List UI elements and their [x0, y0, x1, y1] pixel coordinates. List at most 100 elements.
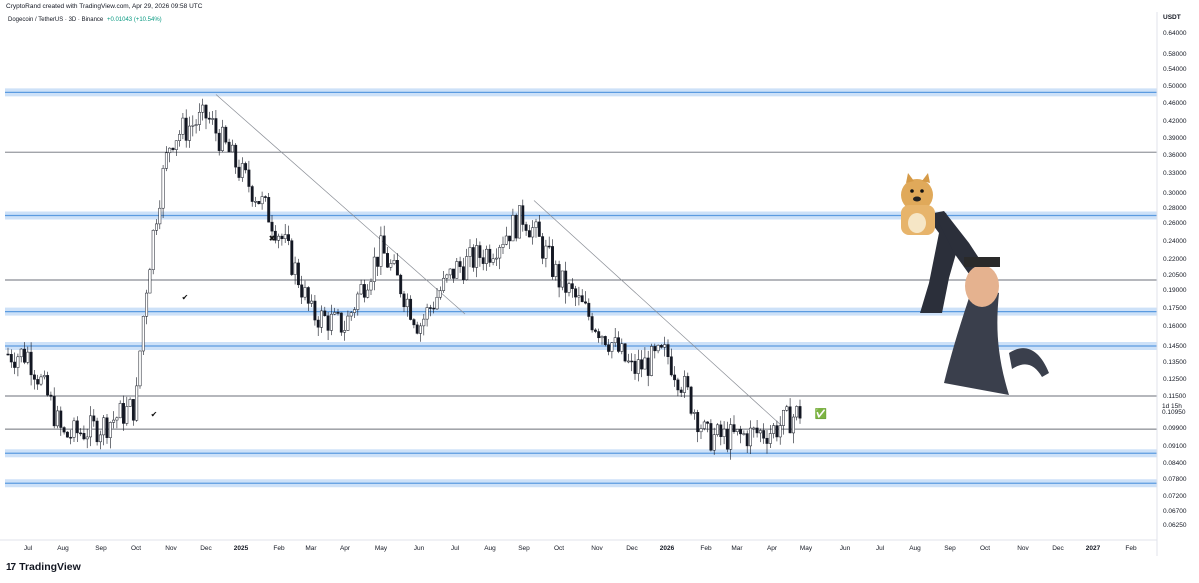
candle-body: [131, 399, 135, 421]
candle-body: [739, 429, 743, 435]
candle-body: [237, 166, 241, 178]
candle-body: [392, 260, 396, 264]
candle-body: [782, 410, 785, 426]
x-tick-label: Oct: [980, 545, 990, 552]
candle-body: [623, 343, 627, 362]
candle-body: [194, 124, 198, 126]
candle-body: [329, 313, 333, 331]
candle-body: [9, 354, 13, 363]
candle-body: [788, 406, 792, 434]
candle-body: [732, 424, 736, 432]
candle-body: [504, 235, 508, 245]
candle-body: [432, 307, 436, 310]
candle-body: [333, 312, 337, 315]
candle-body: [382, 235, 386, 254]
x-tick-label: Dec: [1052, 545, 1064, 552]
candle-body: [42, 375, 46, 378]
x-tick-label: Apr: [767, 545, 778, 552]
candle-body: [620, 343, 624, 352]
candle-body: [435, 296, 439, 310]
candle-body: [716, 424, 719, 435]
candle-body: [494, 257, 498, 260]
candle-body: [201, 104, 205, 113]
candle-body: [376, 256, 380, 267]
candle-body: [765, 437, 769, 444]
candle-body: [155, 223, 158, 231]
candle-body: [95, 420, 99, 443]
symbol-legend[interactable]: Dogecoin / TetherUS · 3D · Binance +0.01…: [8, 17, 162, 23]
y-tick-label: 0.14500: [1163, 343, 1187, 350]
candle-body: [386, 253, 389, 268]
candle-body: [445, 274, 449, 279]
candle-body: [346, 315, 350, 331]
x-tick-label: Nov: [1017, 545, 1029, 552]
candle-body: [303, 287, 307, 298]
x-tick-label: Dec: [200, 545, 212, 552]
candle-body: [112, 419, 116, 423]
candle-body: [102, 417, 106, 436]
candle-body: [405, 298, 409, 308]
candle-body: [514, 215, 518, 239]
y-tick-label: 0.33000: [1163, 170, 1187, 177]
candle-body: [531, 227, 535, 238]
symbol-title: Dogecoin / TetherUS · 3D · Binance: [8, 17, 104, 23]
candle-body: [524, 224, 528, 231]
candle-body: [666, 344, 670, 357]
y-tick-label: 0.46000: [1163, 100, 1187, 107]
candle-body: [174, 140, 178, 150]
candle-body: [501, 244, 505, 248]
candle-body: [587, 302, 591, 317]
candle-body: [49, 394, 53, 397]
tradingview-logo[interactable]: 17 TradingView: [6, 561, 81, 573]
y-tick-label: 0.11500: [1163, 393, 1186, 400]
x-tick-label: Oct: [131, 545, 141, 552]
candle-body: [643, 357, 647, 370]
candle-body: [191, 125, 195, 127]
candle-body: [452, 268, 455, 279]
candle-body: [98, 434, 102, 443]
y-tick-label: 0.07800: [1163, 476, 1187, 483]
trendline: [215, 94, 466, 315]
candle-body: [369, 281, 373, 291]
candle-body: [273, 230, 277, 241]
candle-body: [138, 350, 142, 387]
candle-body: [481, 257, 485, 264]
candle-body: [19, 348, 23, 358]
candle-body: [135, 385, 139, 421]
candle-body: [742, 433, 746, 435]
trendline: [533, 200, 783, 427]
candle-body: [709, 423, 713, 451]
candle-body: [593, 329, 597, 332]
x-tick-label: 2027: [1086, 545, 1101, 552]
x-tick-label: Oct: [554, 545, 564, 552]
candle-body: [263, 196, 267, 198]
candle-body: [455, 261, 459, 279]
x-tick-label: 2025: [234, 545, 249, 552]
candle-body: [798, 406, 802, 419]
y-tick-label: 0.36000: [1163, 152, 1187, 159]
x-tick-label: Jul: [876, 545, 885, 552]
candle-body: [735, 429, 739, 432]
candle-body: [39, 376, 43, 385]
candle-body: [712, 434, 716, 451]
candle-body: [458, 261, 462, 267]
candle-body: [663, 344, 667, 348]
candle-body: [461, 266, 465, 280]
x-tick-label: Feb: [273, 545, 285, 552]
y-tick-label: 0.16000: [1163, 323, 1187, 330]
candle-body: [254, 200, 257, 203]
candle-body: [287, 234, 290, 241]
candle-body: [59, 410, 63, 428]
candle-body: [402, 293, 406, 308]
tv-icon: 17: [6, 561, 16, 573]
candle-body: [468, 247, 472, 257]
candle-body: [36, 379, 40, 385]
y-tick-label: 0.50000: [1163, 83, 1187, 90]
x-tick-label: Mar: [305, 545, 317, 552]
candle-body: [795, 406, 799, 418]
x-tick-label: Nov: [165, 545, 177, 552]
candle-body: [214, 118, 218, 134]
brand-name: TradingView: [19, 561, 81, 573]
candle-body: [729, 424, 733, 450]
y-tick-label: 0.19000: [1163, 287, 1187, 294]
